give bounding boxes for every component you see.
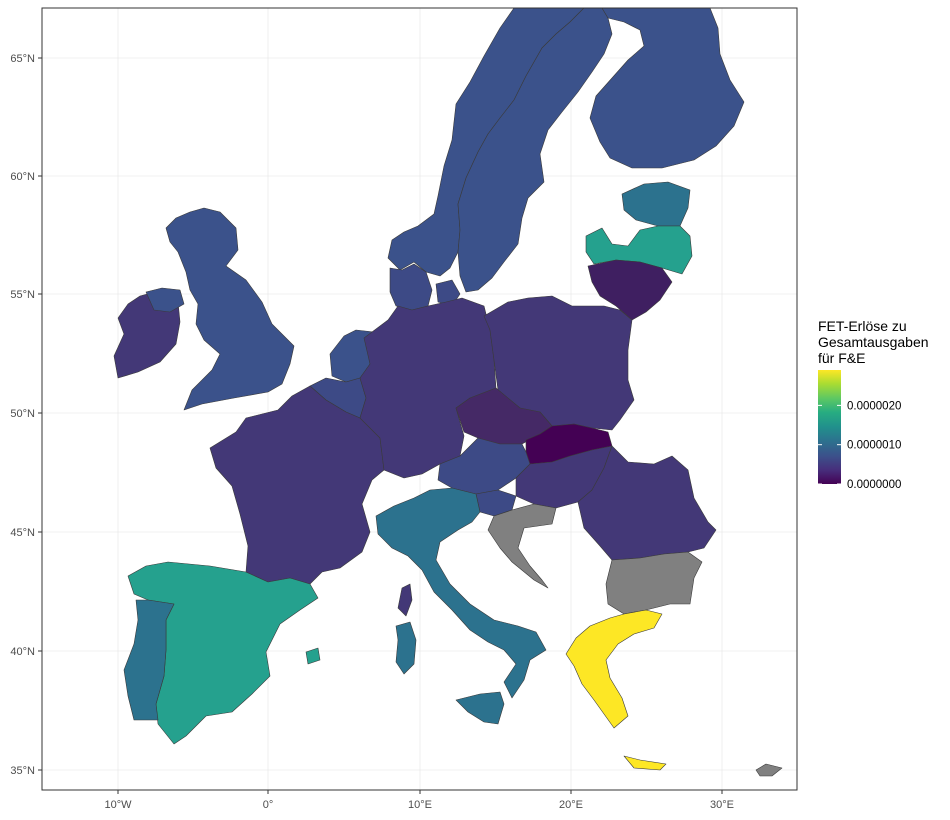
- region-bulgaria: [605, 551, 703, 615]
- region-latvia: [585, 225, 693, 275]
- x-axis: 10°W 0° 10°E 20°E 30°E: [104, 790, 734, 811]
- region-italy: [375, 487, 547, 699]
- legend-colorbar: [818, 370, 841, 484]
- y-tick-label: 45°N: [10, 527, 35, 539]
- region-uk-northern-ireland: [145, 287, 185, 313]
- region-estonia: [621, 181, 691, 227]
- x-tick-label: 0°: [263, 799, 274, 811]
- region-lithuania: [587, 259, 673, 321]
- region-france: [209, 385, 385, 585]
- y-axis: 65°N 60°N 55°N 50°N 45°N 40°N 35°N: [10, 53, 42, 777]
- region-romania: [577, 445, 717, 561]
- y-tick-label: 55°N: [10, 289, 35, 301]
- x-tick-label: 30°E: [710, 799, 734, 811]
- y-tick-label: 50°N: [10, 408, 35, 420]
- legend-title-line-2: Gesamtausgaben: [818, 334, 929, 350]
- region-balearics: [305, 647, 321, 665]
- countries: [113, 8, 783, 777]
- region-portugal: [123, 599, 175, 721]
- region-sicily: [455, 691, 505, 725]
- legend: FET-Erlöse zu Gesamtausgaben für F&E 0.0…: [818, 318, 929, 491]
- x-tick-label: 10°W: [104, 799, 132, 811]
- x-tick-label: 10°E: [408, 799, 432, 811]
- legend-title-line-1: FET-Erlöse zu: [818, 318, 907, 334]
- y-tick-label: 35°N: [10, 765, 35, 777]
- region-corsica: [397, 583, 413, 617]
- y-tick-label: 60°N: [10, 171, 35, 183]
- region-cyprus: [755, 763, 783, 777]
- legend-title-line-3: für F&E: [818, 350, 865, 366]
- legend-tick-label: 0.0000010: [847, 440, 901, 452]
- region-crete: [623, 755, 667, 771]
- y-tick-label: 65°N: [10, 53, 35, 65]
- region-croatia: [487, 503, 557, 589]
- y-tick-label: 40°N: [10, 646, 35, 658]
- region-uk: [165, 207, 295, 411]
- region-sweden: [457, 8, 613, 293]
- region-denmark: [389, 263, 433, 311]
- x-tick-label: 20°E: [559, 799, 583, 811]
- region-sardinia: [395, 621, 417, 675]
- legend-tick-label: 0.0000000: [847, 479, 901, 491]
- region-finland: [589, 8, 745, 169]
- region-greece: [565, 609, 663, 729]
- legend-tick-label: 0.0000020: [847, 400, 901, 412]
